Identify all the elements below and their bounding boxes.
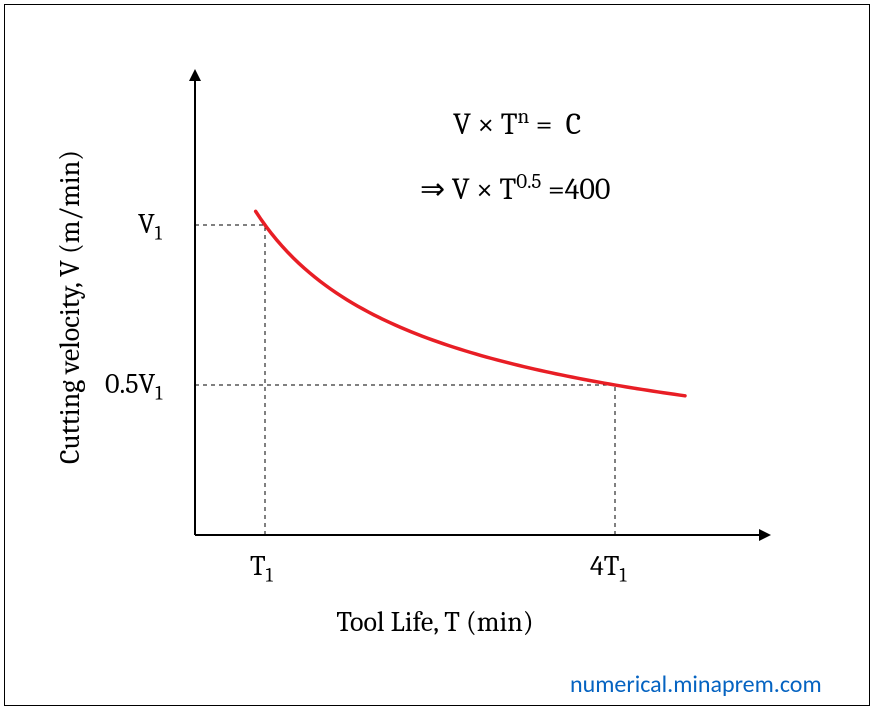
plot-svg <box>5 5 871 707</box>
watermark-text: numerical.minaprem.com <box>570 670 822 699</box>
guide-lines <box>195 225 615 535</box>
taylor-curve <box>256 211 685 395</box>
x-tick-t1: T1 <box>250 550 273 587</box>
equation-specific: ⇒ V × T0.5 =400 <box>420 170 610 207</box>
y-tick-halfv1: 0.5V1 <box>105 368 162 405</box>
y-tick-v1: V1 <box>138 208 162 245</box>
x-tick-4t1: 4T1 <box>590 550 626 587</box>
x-axis-label: Tool Life, T (min) <box>235 606 635 638</box>
equation-general: V × Tn = C <box>453 105 581 142</box>
chart-border: Cutting velocity, V (m/min) Tool Life, T… <box>4 4 870 706</box>
axes-group <box>195 75 765 535</box>
y-axis-label: Cutting velocity, V (m/min) <box>54 107 86 507</box>
